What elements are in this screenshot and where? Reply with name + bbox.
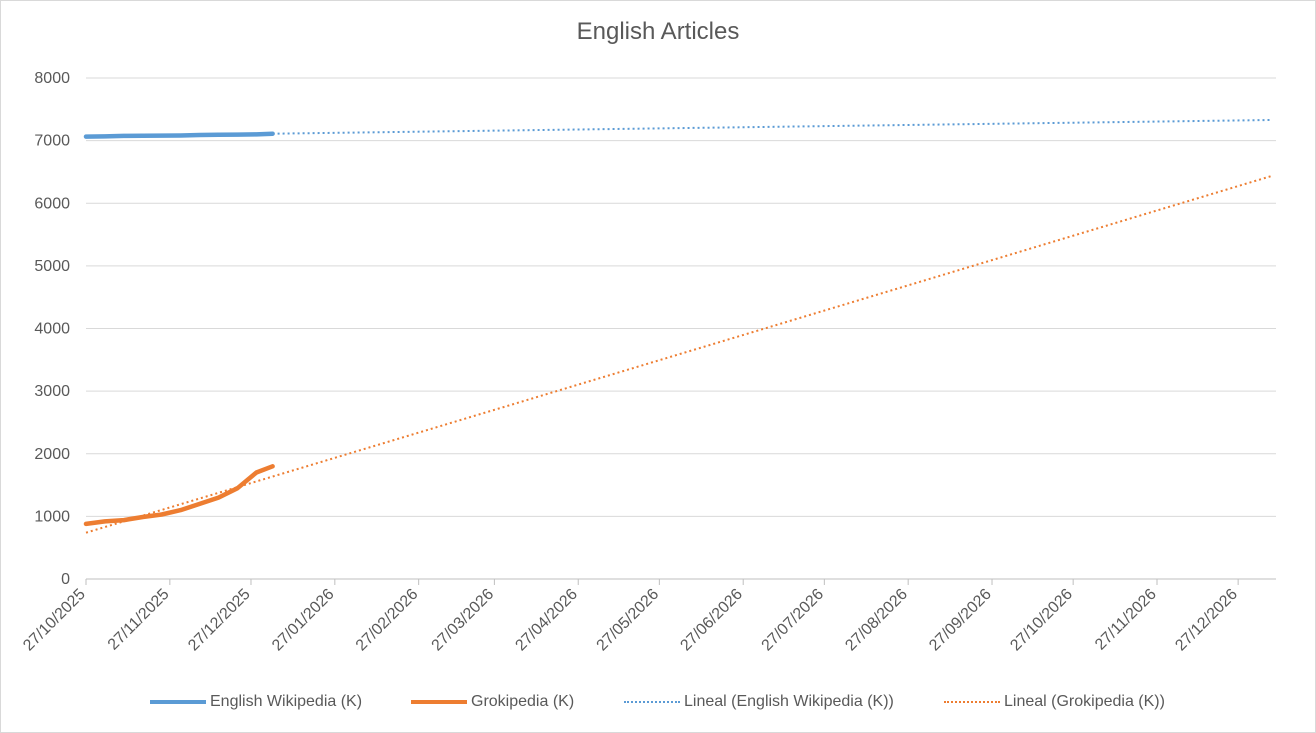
legend-swatch-english-wikipedia bbox=[150, 700, 206, 704]
x-tick-label: 27/10/2025 bbox=[20, 586, 89, 655]
legend-item-english-wikipedia: English Wikipedia (K) bbox=[150, 690, 362, 714]
legend-swatch-grokipedia bbox=[411, 700, 467, 704]
y-tick-label: 1000 bbox=[34, 508, 70, 525]
x-tick-label: 27/09/2026 bbox=[926, 586, 995, 655]
x-tick-label: 27/10/2026 bbox=[1007, 586, 1076, 655]
x-tick-label: 27/12/2025 bbox=[185, 586, 254, 655]
series-line-2 bbox=[272, 119, 1271, 135]
x-tick-label: 27/02/2026 bbox=[353, 586, 422, 655]
y-tick-label: 2000 bbox=[34, 446, 70, 463]
series-line-3 bbox=[85, 175, 1271, 534]
legend-label: Lineal (English Wikipedia (K)) bbox=[684, 693, 894, 710]
series-line-0 bbox=[83, 131, 275, 139]
x-tick-label: 27/11/2025 bbox=[105, 586, 173, 654]
legend-label: Grokipedia (K) bbox=[471, 693, 575, 710]
legend-item-trend-grokipedia: Lineal (Grokipedia (K)) bbox=[944, 690, 1165, 714]
legend-label: Lineal (Grokipedia (K)) bbox=[1004, 693, 1165, 710]
y-tick-label: 5000 bbox=[34, 258, 70, 275]
legend-swatch-trend-english-wikipedia bbox=[624, 701, 680, 703]
y-tick-label: 0 bbox=[61, 571, 70, 588]
legend-swatch-trend-grokipedia bbox=[944, 701, 1000, 703]
x-tick-label: 27/01/2026 bbox=[269, 586, 338, 655]
legend: English Wikipedia (K) Grokipedia (K) Lin… bbox=[0, 693, 1316, 726]
x-tick-label: 27/04/2026 bbox=[512, 586, 581, 655]
x-tick-label: 27/07/2026 bbox=[759, 586, 828, 655]
x-tick-label: 27/05/2026 bbox=[594, 586, 663, 655]
x-tick-label: 27/12/2026 bbox=[1172, 586, 1241, 655]
chart-title: English Articles bbox=[576, 18, 740, 45]
y-tick-label: 7000 bbox=[34, 133, 70, 150]
y-tick-label: 6000 bbox=[34, 195, 70, 212]
x-tick-label: 27/08/2026 bbox=[842, 586, 911, 655]
x-tick-label: 27/03/2026 bbox=[429, 586, 498, 655]
legend-item-trend-english-wikipedia: Lineal (English Wikipedia (K)) bbox=[624, 690, 894, 714]
x-tick-label: 27/11/2026 bbox=[1092, 586, 1160, 654]
series-line-1 bbox=[83, 464, 275, 527]
x-tick-label: 27/06/2026 bbox=[677, 586, 746, 655]
legend-item-grokipedia: Grokipedia (K) bbox=[411, 690, 574, 714]
legend-label: English Wikipedia (K) bbox=[210, 693, 363, 710]
y-tick-label: 4000 bbox=[34, 321, 70, 338]
y-tick-label: 3000 bbox=[34, 383, 70, 400]
y-tick-label: 8000 bbox=[34, 70, 70, 87]
